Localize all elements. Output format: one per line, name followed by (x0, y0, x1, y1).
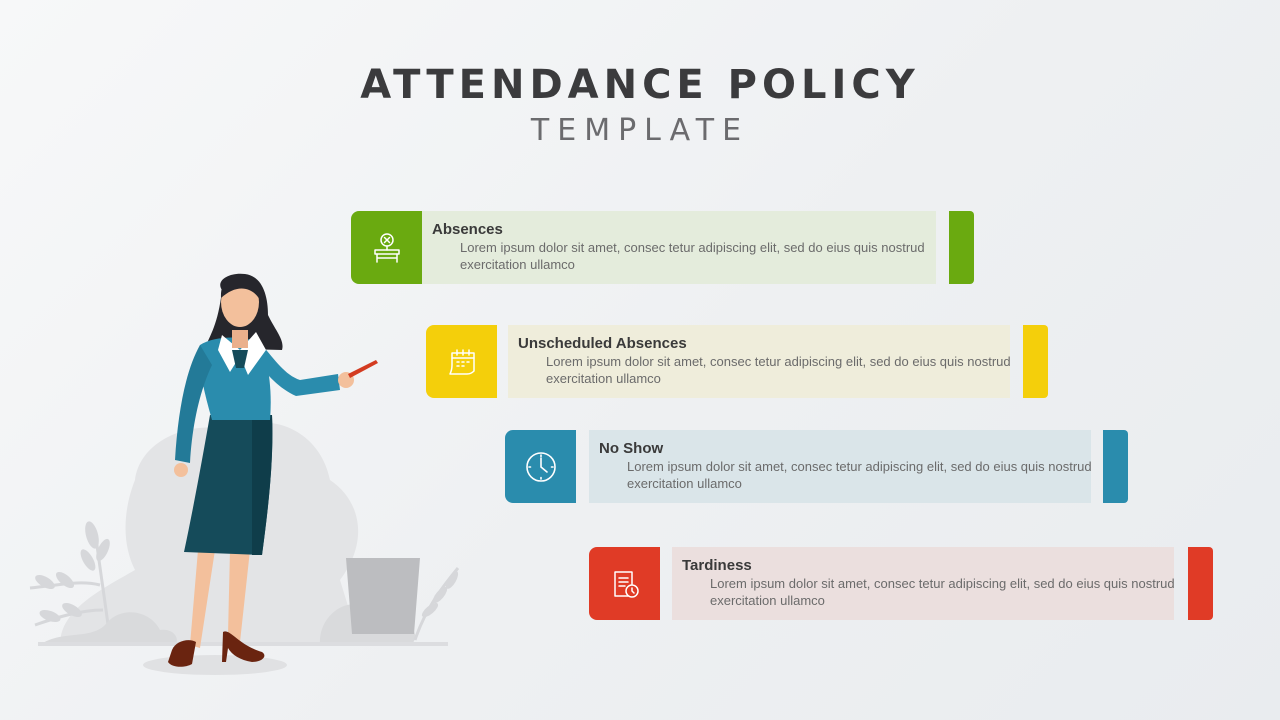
page-title: ATTENDANCE POLICY (360, 62, 920, 108)
policy-text-box: Absences Lorem ipsum dolor sit amet, con… (422, 211, 936, 284)
policy-end-bar (1103, 430, 1128, 503)
policy-end-bar (1023, 325, 1048, 398)
policy-icon-box (505, 430, 576, 503)
policy-title: Tardiness (682, 557, 752, 574)
policy-icon-box (351, 211, 422, 284)
policy-description: Lorem ipsum dolor sit amet, consec tetur… (546, 354, 1011, 386)
policy-title: No Show (599, 440, 664, 457)
clock-icon (525, 451, 556, 482)
policy-description: Lorem ipsum dolor sit amet, consec tetur… (627, 459, 1092, 491)
policy-end-bar (1188, 547, 1213, 620)
policy-text-box: Unscheduled Absences Lorem ipsum dolor s… (508, 325, 1011, 398)
policy-text-box: No Show Lorem ipsum dolor sit amet, cons… (589, 430, 1092, 503)
policy-icon-box (426, 325, 497, 398)
policy-end-bar (949, 211, 974, 284)
policy-text-box: Tardiness Lorem ipsum dolor sit amet, co… (672, 547, 1175, 620)
policy-title: Unscheduled Absences (518, 335, 687, 352)
page-subtitle: TEMPLATE (530, 113, 750, 148)
document-clock-icon (613, 570, 639, 598)
policy-title: Absences (432, 221, 503, 238)
calendar-icon (448, 348, 475, 375)
desk-x-icon (373, 232, 400, 263)
policy-icon-box (589, 547, 660, 620)
policy-description: Lorem ipsum dolor sit amet, consec tetur… (460, 240, 925, 272)
presenter-illustration (29, 273, 460, 675)
policy-description: Lorem ipsum dolor sit amet, consec tetur… (710, 576, 1175, 608)
